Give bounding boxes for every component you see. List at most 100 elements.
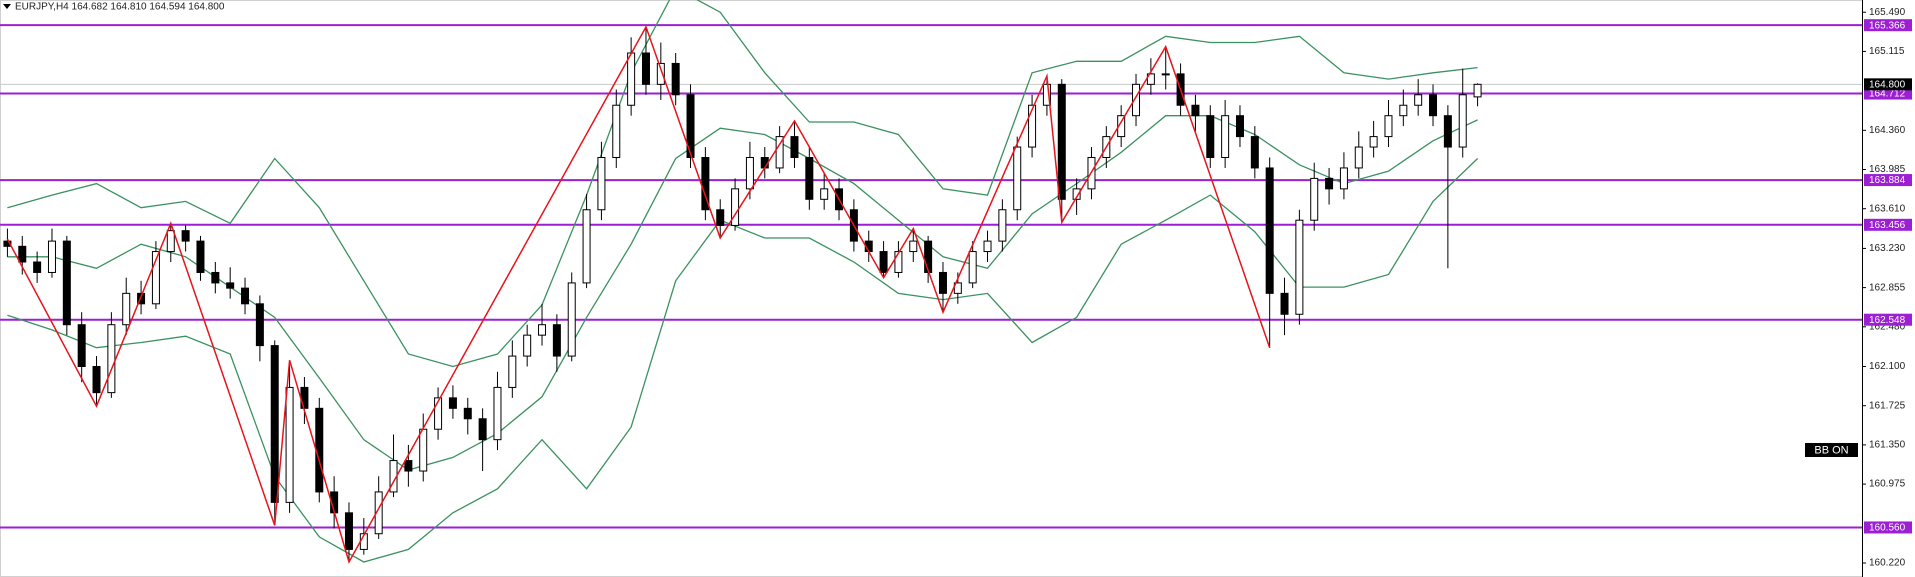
candle-body	[463, 407, 472, 420]
candle-body	[731, 188, 740, 226]
candle-body	[1013, 146, 1022, 211]
candle-body	[166, 230, 175, 253]
candle-body	[211, 271, 220, 284]
level-label: 160.560	[1869, 523, 1906, 534]
y-tick-label: 162.480	[1869, 321, 1906, 332]
y-tick-label: 162.855	[1869, 282, 1906, 293]
candle-body	[122, 292, 131, 326]
badge-box	[1805, 443, 1858, 457]
candle-body	[448, 397, 457, 409]
candle-body	[1339, 167, 1348, 190]
candle-body	[1458, 94, 1467, 148]
candle-body	[716, 209, 725, 226]
candle-body	[33, 261, 42, 273]
candle-body	[270, 345, 279, 503]
y-tick-label: 163.985	[1869, 164, 1906, 175]
candle-body	[196, 240, 205, 273]
y-tick-label: 163.610	[1869, 203, 1906, 214]
level-label-box	[1864, 313, 1912, 326]
candle-body	[1429, 94, 1438, 117]
candle-body	[1384, 115, 1393, 138]
candle-body	[612, 104, 621, 158]
candle-body	[1325, 177, 1334, 190]
candle-body	[924, 240, 933, 273]
candle-body	[627, 52, 636, 106]
candle-body	[493, 386, 502, 441]
candle-body	[1161, 73, 1170, 76]
candle-body	[47, 240, 56, 273]
level-label-box	[1864, 521, 1912, 534]
candle-body	[404, 460, 413, 472]
candle-body	[909, 240, 918, 253]
candle-body	[597, 156, 606, 211]
candle-body	[18, 245, 27, 263]
candle-body	[1443, 115, 1452, 148]
candle-body	[255, 303, 264, 347]
current-price-label: 164.800	[1869, 79, 1906, 90]
y-tick-label: 165.115	[1869, 46, 1905, 57]
candle-body	[879, 251, 888, 273]
level-label: 162.548	[1869, 315, 1906, 326]
y-tick-label: 162.100	[1869, 361, 1906, 372]
candle-body	[775, 136, 784, 169]
candle-body	[1206, 115, 1215, 158]
candle-body	[1221, 115, 1230, 158]
y-tick-label: 161.350	[1869, 440, 1906, 451]
menu-arrow[interactable]	[3, 4, 11, 9]
candle-body	[686, 94, 695, 158]
candle-body	[820, 188, 829, 200]
band-upper	[7, 0, 1478, 368]
candle-body	[241, 287, 250, 305]
candle-body	[656, 62, 665, 85]
candle-body	[478, 418, 487, 441]
level-label-box	[1864, 87, 1912, 100]
candle-body	[1399, 104, 1408, 117]
candle-body	[92, 366, 101, 394]
y-tick-label: 165.490	[1869, 7, 1906, 18]
candle-body	[1250, 136, 1259, 169]
zigzag	[6, 25, 1271, 564]
candle-body	[1072, 188, 1081, 200]
candle-body	[508, 355, 517, 388]
candle-body	[745, 156, 754, 190]
band-middle	[7, 115, 1478, 471]
candle-body	[671, 62, 680, 96]
candle-body	[1028, 104, 1037, 148]
badge-label: BB ON	[1814, 444, 1848, 456]
candle-body	[107, 324, 116, 394]
candle-body	[1414, 94, 1423, 106]
y-tick-label: 161.725	[1869, 400, 1906, 411]
y-tick-label: 164.360	[1869, 125, 1906, 136]
candle-body	[1280, 292, 1289, 315]
candle-body	[300, 386, 309, 409]
candle-body	[1354, 146, 1363, 169]
level-label-box	[1864, 19, 1912, 32]
candle-body	[1265, 167, 1274, 294]
level-label-box	[1864, 218, 1912, 231]
candle-body	[1473, 83, 1482, 98]
candle-body	[1310, 177, 1319, 221]
candle-body	[567, 282, 576, 357]
level-label-box	[1864, 174, 1912, 187]
candle-body	[374, 491, 383, 535]
chart-title: EURJPY,H4 164.682 164.810 164.594 164.80…	[15, 2, 225, 13]
candle-body	[344, 512, 353, 550]
candle-body	[1369, 136, 1378, 148]
level-label: 163.456	[1869, 220, 1906, 231]
candle-body	[968, 251, 977, 284]
candle-body	[137, 292, 146, 305]
candle-body	[805, 156, 814, 200]
candle-body	[434, 397, 443, 430]
plot-frame	[0, 0, 1863, 577]
candle-body	[1295, 219, 1304, 315]
candle-body	[523, 334, 532, 357]
candle-body	[1235, 115, 1244, 138]
candle-body	[582, 209, 591, 284]
candle-body	[1132, 83, 1141, 117]
y-tick-label: 163.230	[1869, 243, 1906, 254]
candle-body	[1057, 83, 1066, 200]
candle-body	[894, 251, 903, 273]
candle-body	[998, 209, 1007, 242]
